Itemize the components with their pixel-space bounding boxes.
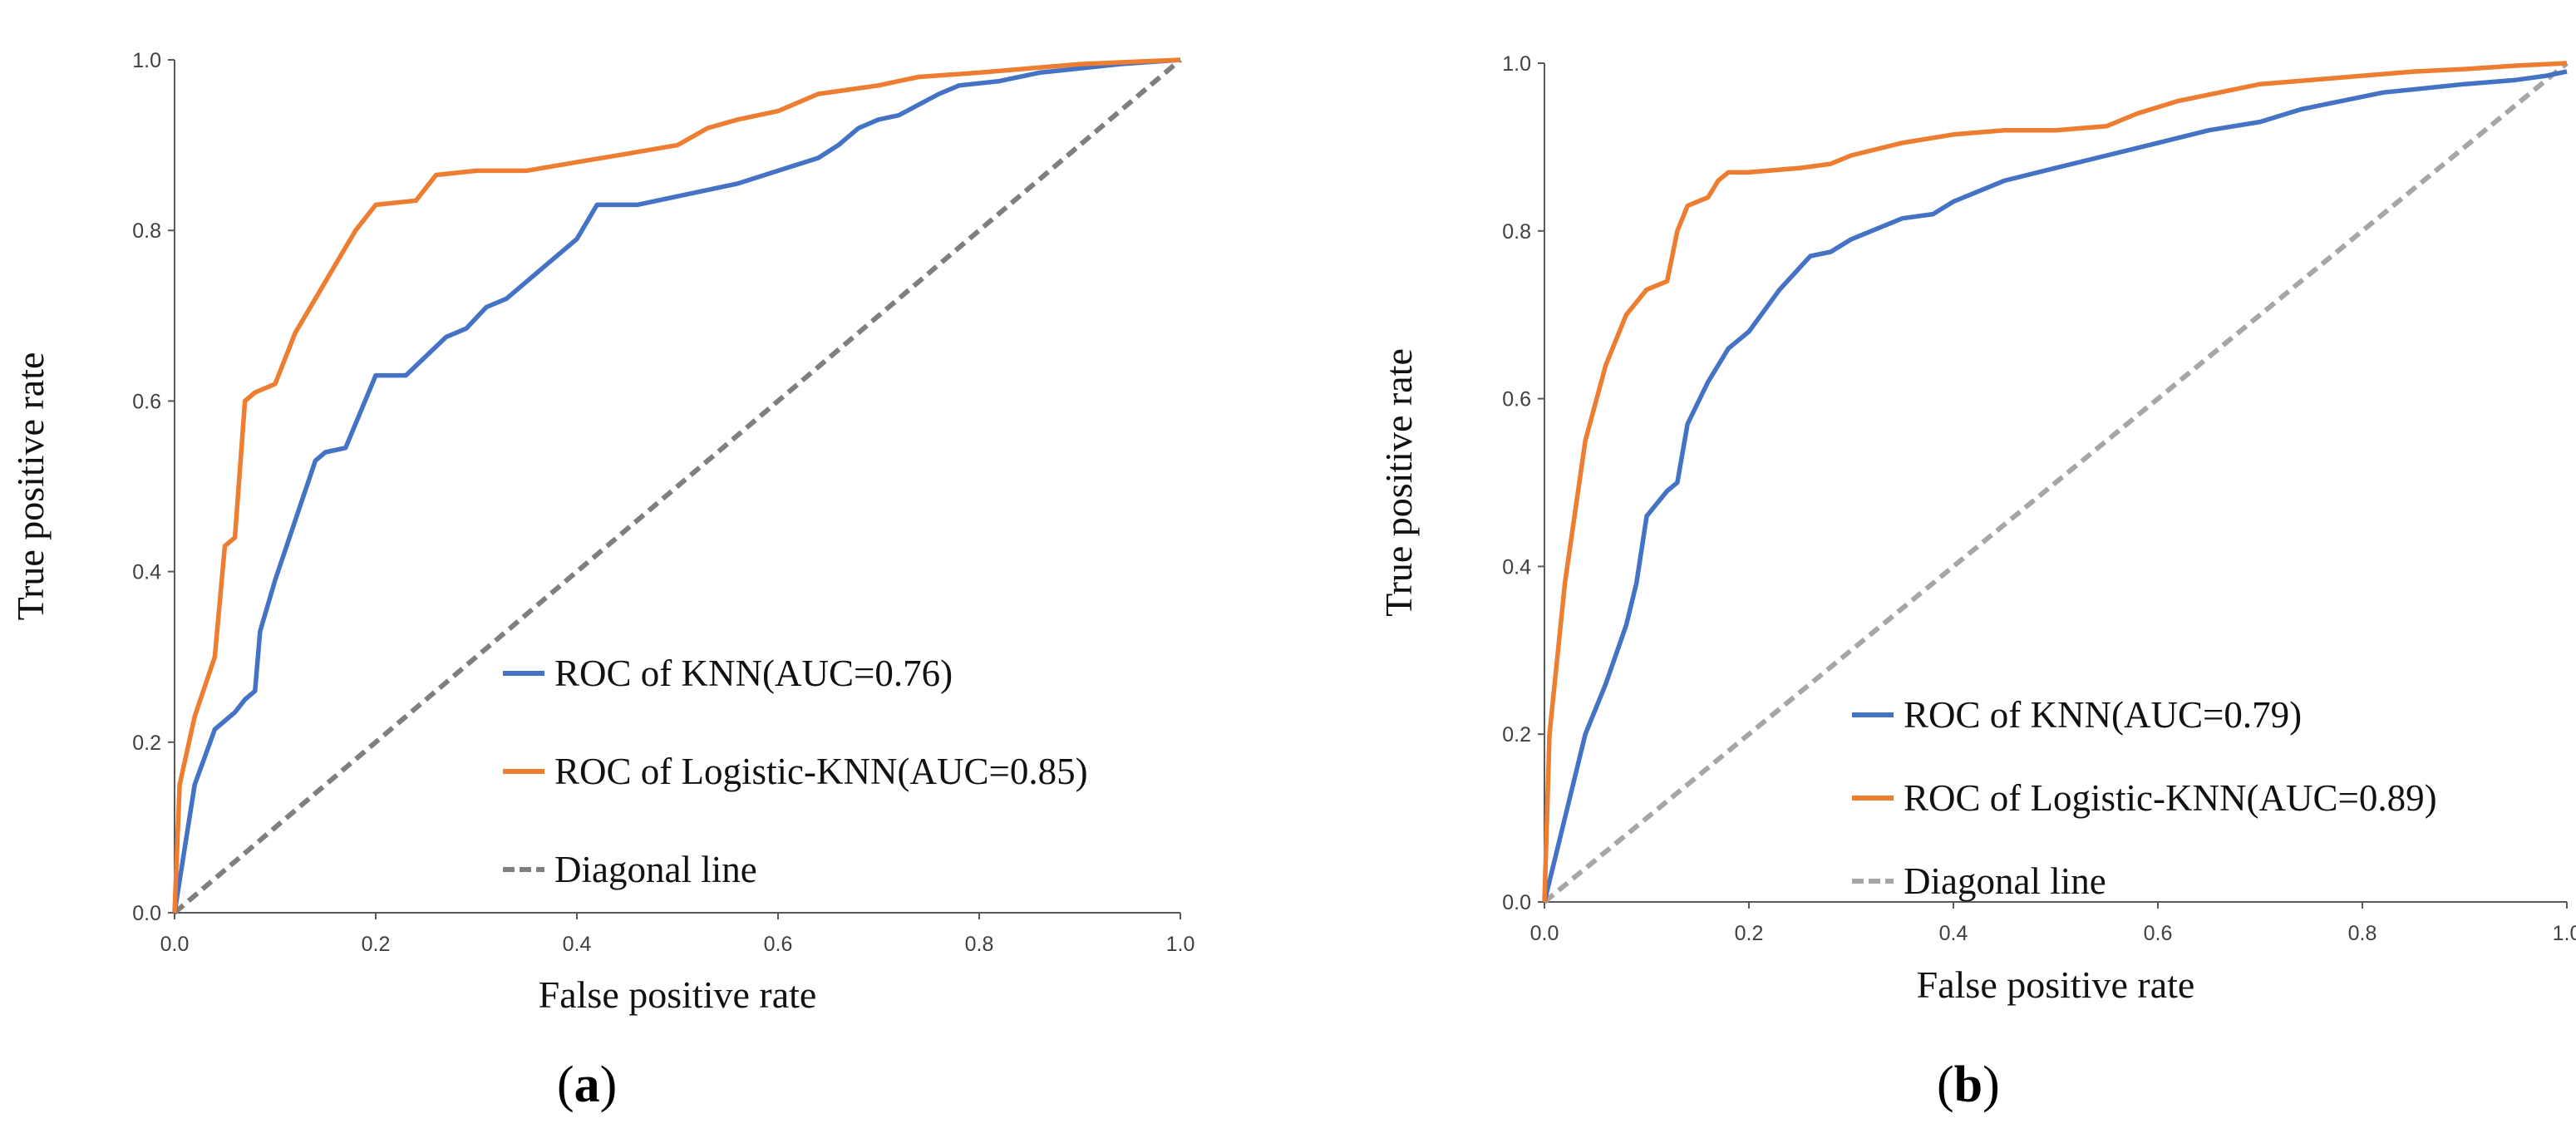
x-tick-label: 0.8 [2348, 922, 2377, 945]
series-line-logistic-knn [172, 57, 1181, 914]
x-tick-label: 0.2 [362, 933, 391, 956]
legend-entry: Diagonal line [554, 849, 757, 890]
y-tick-label: 1.0 [1502, 52, 1531, 76]
legend-entry: ROC of Logistic-KNN(AUC=0.89) [1904, 777, 2437, 819]
y-tick-label: 0.8 [1502, 220, 1531, 244]
y-tick-label: 0.6 [1502, 388, 1531, 411]
y-tick-label: 0.2 [132, 732, 161, 755]
series-line-diagonal [173, 57, 1182, 915]
x-tick-label: 0.8 [965, 933, 994, 956]
y-tick-label: 0.0 [132, 902, 161, 925]
legend-entry: ROC of KNN(AUC=0.76) [554, 653, 953, 694]
x-tick-label: 0.0 [160, 933, 190, 956]
x-tick-label: 0.0 [1530, 922, 1559, 945]
y-tick-label: 0.6 [132, 390, 161, 413]
x-tick-label: 1.0 [2553, 922, 2576, 945]
x-axis-label: False positive rate [1917, 963, 2195, 1006]
series-line-logistic-knn [1542, 61, 2568, 903]
y-axis-label: True positive rate [1377, 348, 1420, 617]
x-tick-label: 0.6 [764, 933, 793, 956]
legend-entry: Diagonal line [1904, 860, 2106, 902]
y-tick-label: 0.8 [132, 219, 161, 243]
legend-entry: ROC of Logistic-KNN(AUC=0.85) [554, 751, 1088, 792]
x-tick-label: 0.4 [1939, 922, 1968, 945]
legend-entry: ROC of KNN(AUC=0.79) [1904, 694, 2302, 736]
chart-panel-b: 0.0 0.2 0.4 0.6 0.8 1.0 0.0 0.2 0.4 0.6 0.8 1.0 Fals… [1377, 52, 2576, 1006]
y-tick-label: 0.4 [1502, 555, 1531, 579]
y-tick-label: 0.4 [132, 561, 161, 584]
series-line-diagonal [1543, 61, 2569, 904]
y-tick-label: 0.2 [1502, 723, 1531, 746]
x-tick-label: 0.4 [563, 933, 592, 956]
y-tick-label: 1.0 [132, 49, 161, 72]
series-line-knn [1542, 69, 2568, 903]
chart-panel-a: 0.0 0.2 0.4 0.6 0.8 1.0 0.0 0.2 0.4 0.6 0.8 1.0 Fals… [9, 49, 1195, 1016]
x-tick-label: 0.6 [2144, 922, 2173, 945]
x-tick-label: 0.2 [1735, 922, 1764, 945]
caption-letter-a: a [574, 1057, 600, 1113]
caption-a: (a) [557, 1057, 618, 1113]
x-tick-label: 1.0 [1166, 933, 1195, 956]
y-axis-label: True positive rate [9, 352, 52, 621]
series-line-knn [172, 57, 1181, 914]
x-axis-label: False positive rate [539, 973, 817, 1016]
caption-b: (b) [1937, 1057, 2000, 1113]
y-tick-label: 0.0 [1502, 891, 1531, 914]
caption-letter-b: b [1953, 1057, 1983, 1113]
